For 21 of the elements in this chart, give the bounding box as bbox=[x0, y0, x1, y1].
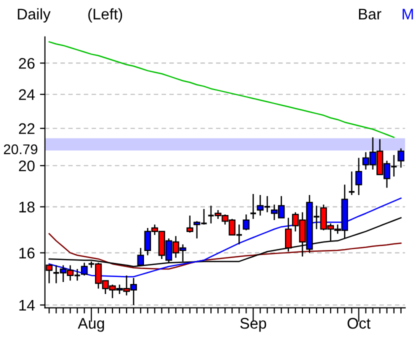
candlestick bbox=[398, 148, 404, 168]
line-series bbox=[48, 41, 395, 138]
y-tick-label: 26 bbox=[18, 58, 35, 69]
chart-title: Daily bbox=[18, 8, 51, 23]
candlestick bbox=[242, 214, 250, 231]
band-label: 20.79 bbox=[4, 144, 38, 154]
line-series bbox=[48, 233, 402, 270]
y-tick-label: 14 bbox=[19, 300, 35, 311]
y-tick-label: 20 bbox=[18, 160, 35, 172]
y-tick-label: 16 bbox=[19, 248, 35, 259]
text: M bbox=[402, 8, 413, 20]
text: Bar bbox=[359, 8, 382, 20]
text: (Left) bbox=[88, 8, 122, 23]
y-tick-label: 22 bbox=[18, 123, 34, 134]
candlestick bbox=[355, 157, 362, 196]
x-tick-label: Sep bbox=[240, 318, 266, 332]
y-tick-label: 18 bbox=[19, 202, 35, 212]
x-tick-label: Aug bbox=[78, 318, 104, 332]
candlestick bbox=[186, 214, 194, 234]
x-tick-label: Oct bbox=[348, 318, 371, 329]
y-tick-label: 24 bbox=[18, 89, 35, 100]
